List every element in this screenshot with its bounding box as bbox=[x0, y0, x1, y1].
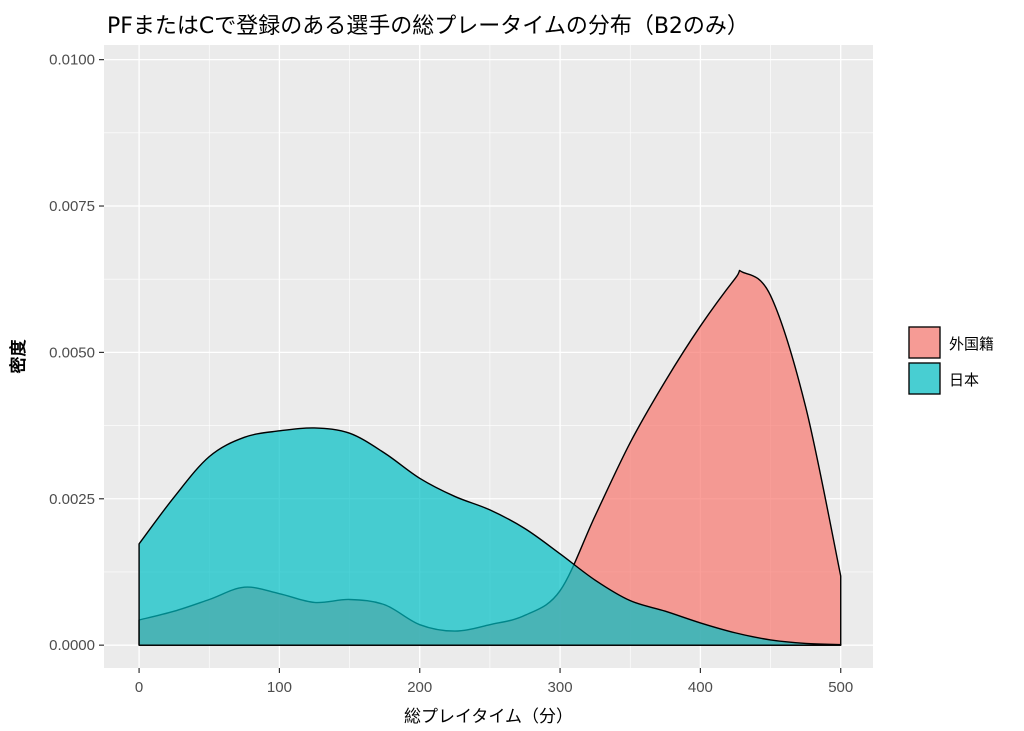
x-tick-label: 100 bbox=[267, 679, 292, 696]
y-tick-label: 0.0050 bbox=[49, 344, 95, 361]
x-tick-label: 500 bbox=[828, 679, 853, 696]
x-axis: 0 100 200 300 400 500 bbox=[135, 668, 853, 696]
x-tick-label: 300 bbox=[548, 679, 573, 696]
legend-swatch bbox=[908, 326, 941, 359]
legend-label: 外国籍 bbox=[949, 335, 994, 353]
y-tick-label: 0.0100 bbox=[49, 52, 95, 69]
y-axis-title: 密度 bbox=[8, 339, 29, 374]
legend-label: 日本 bbox=[949, 371, 979, 389]
x-tick-label: 0 bbox=[135, 679, 143, 696]
chart-title: PFまたはCで登録のある選手の総プレータイムの分布（B2のみ） bbox=[107, 14, 749, 39]
y-axis: 0.0000 0.0025 0.0050 0.0075 0.0100 bbox=[49, 52, 104, 654]
legend-swatch bbox=[908, 362, 941, 395]
x-tick-label: 200 bbox=[407, 679, 432, 696]
y-tick-label: 0.0000 bbox=[49, 637, 95, 654]
x-axis-title: 総プレイタイム（分） bbox=[404, 707, 573, 727]
density-area-japan bbox=[138, 427, 842, 646]
x-tick-label: 400 bbox=[688, 679, 713, 696]
y-tick-label: 0.0075 bbox=[49, 198, 95, 215]
density-areas bbox=[138, 269, 842, 646]
y-tick-label: 0.0025 bbox=[49, 491, 95, 508]
